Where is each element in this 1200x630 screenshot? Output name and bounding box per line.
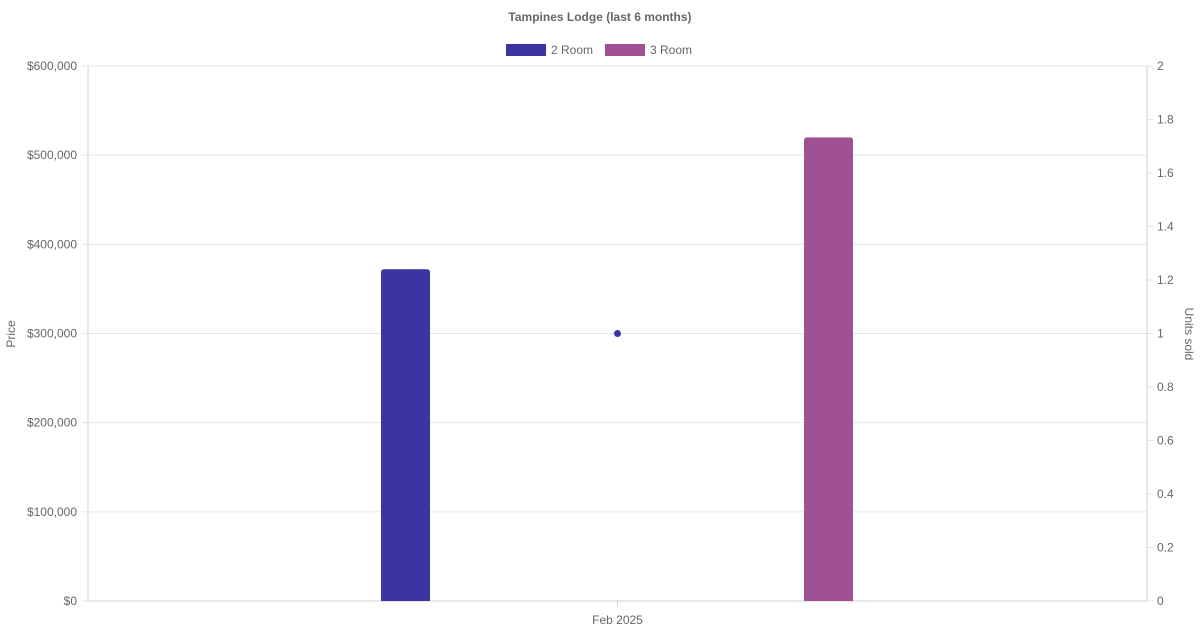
chart-title: Tampines Lodge (last 6 months) [508,10,691,24]
y-right-tick-label: 1.8 [1157,113,1174,127]
y-right-tick-label: 0.8 [1157,380,1174,394]
legend-item-3-room[interactable]: 3 Room [605,43,692,57]
y-right-tick-label: 0.6 [1157,434,1174,448]
y-right-tick-label: 1 [1157,327,1164,341]
axis-layer: $0 $100,000 $200,000 $300,000 $400,000 $500,0… [27,59,1174,627]
x-tick-label: Feb 2025 [592,613,643,627]
legend-swatch-2-room [506,44,546,56]
legend-label-3-room: 3 Room [650,43,692,57]
y-right-tick-label: 1.2 [1157,273,1174,287]
legend-swatch-3-room [605,44,645,56]
y-right-tick-label: 0.2 [1157,541,1174,555]
y-left-tick-label: $200,000 [27,416,77,430]
y-axis-left-title: Price [4,320,18,348]
y-left-tick-label: $300,000 [27,327,77,341]
bar-3-room[interactable] [804,137,853,602]
y-right-tick-label: 1.4 [1157,220,1174,234]
legend: 2 Room 3 Room [506,43,692,57]
y-right-tick-label: 0.4 [1157,487,1174,501]
y-left-tick-label: $100,000 [27,505,77,519]
y-right-tick-label: 0 [1157,594,1164,608]
bar-2-room[interactable] [381,269,430,601]
y-right-tick-label: 1.6 [1157,166,1174,180]
y-left-tick-label: $600,000 [27,59,77,73]
y-left-tick-label: $0 [64,594,78,608]
y-left-tick-label: $400,000 [27,237,77,251]
marks-layer [381,137,853,602]
y-axis-right-title: Units sold [1182,308,1196,361]
legend-label-2-room: 2 Room [551,43,593,57]
legend-item-2-room[interactable]: 2 Room [506,43,593,57]
grid-layer [88,65,1147,602]
y-right-tick-label: 2 [1157,59,1164,73]
units-sold-point[interactable] [614,330,621,337]
y-left-tick-label: $500,000 [27,148,77,162]
